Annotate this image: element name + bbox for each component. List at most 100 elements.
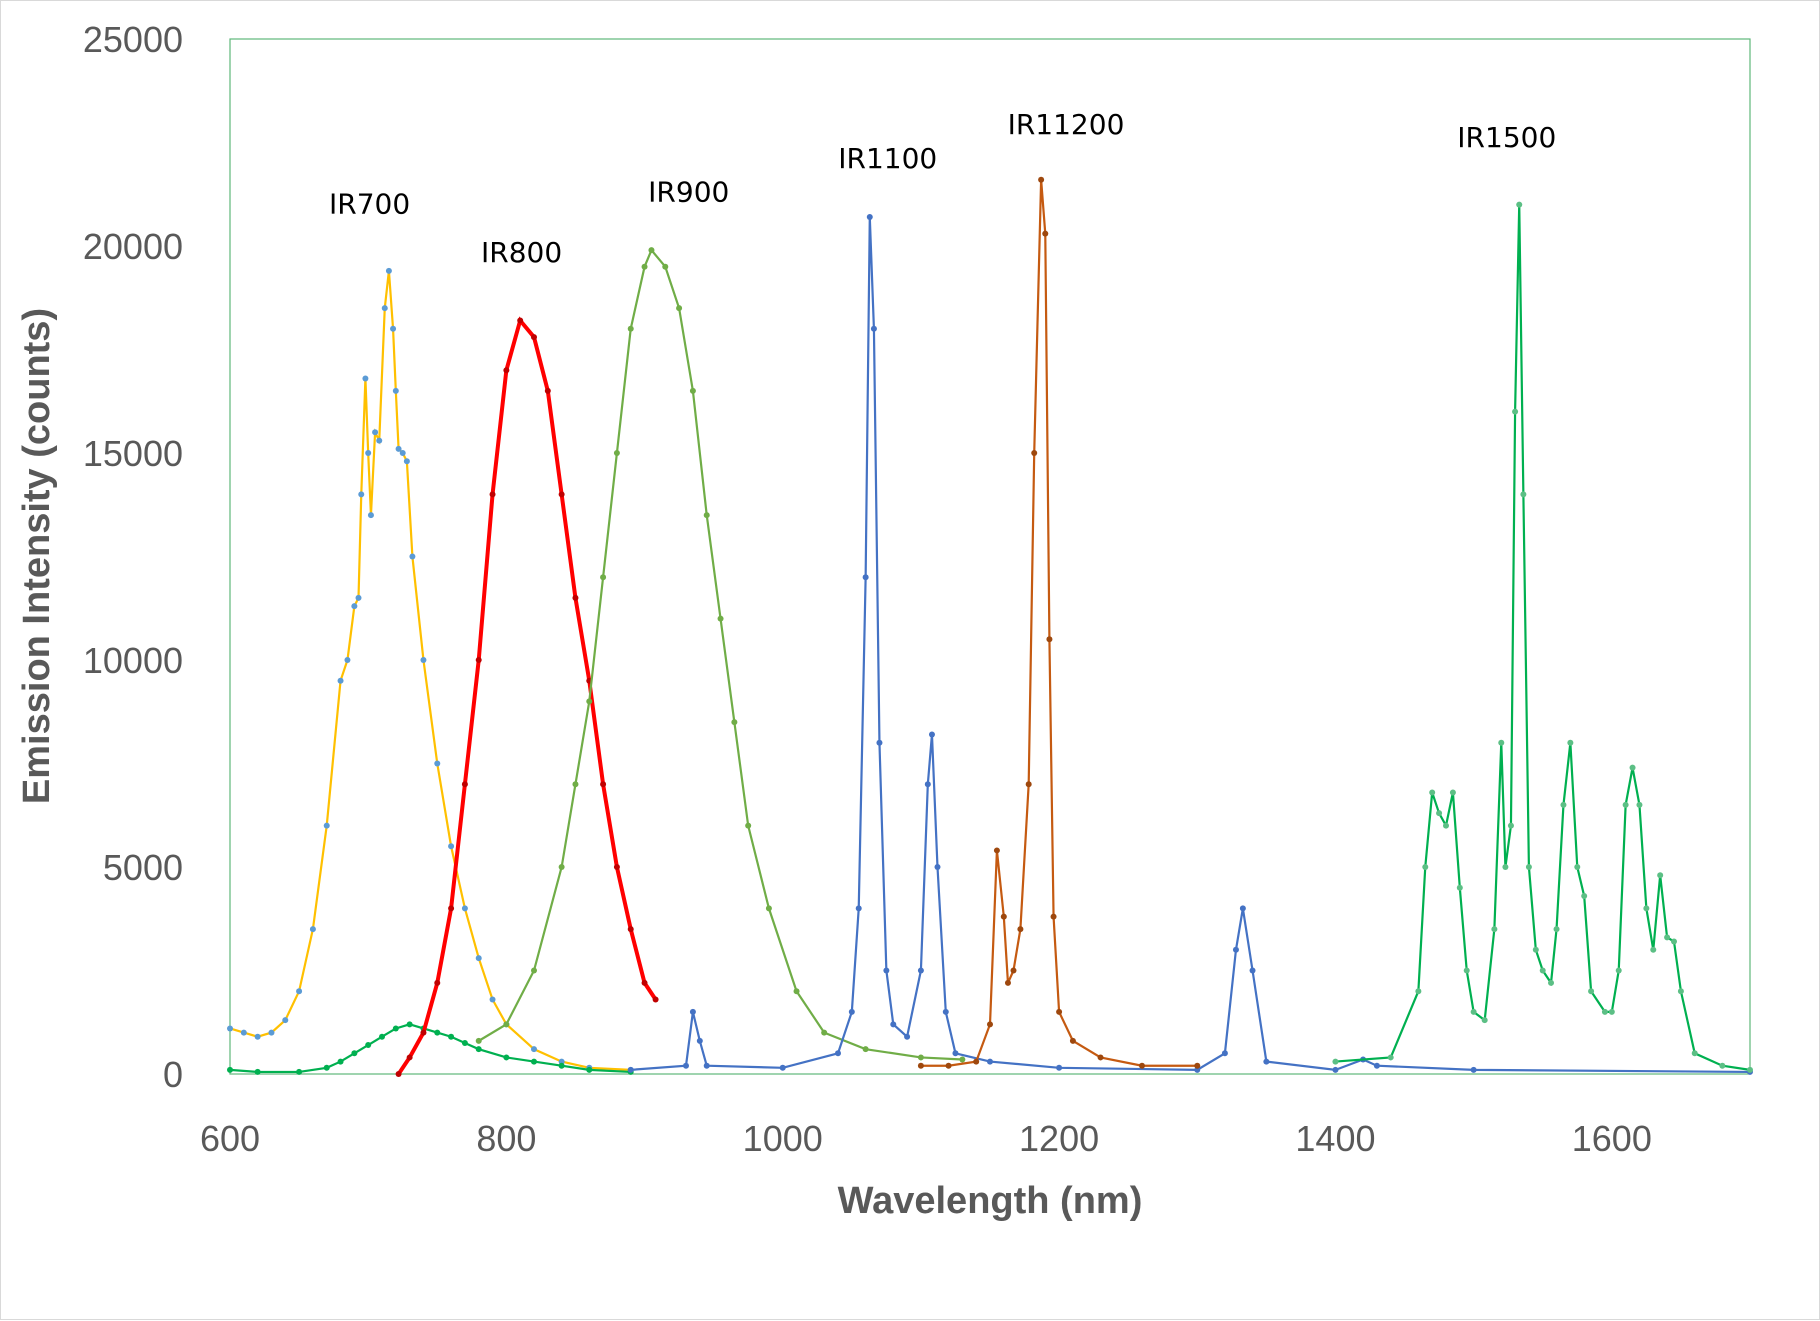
data-point xyxy=(282,1017,289,1024)
data-point xyxy=(1481,1017,1488,1024)
data-point xyxy=(531,1058,537,1065)
data-point xyxy=(586,698,593,705)
series-line xyxy=(478,248,963,1061)
data-point xyxy=(355,594,362,601)
data-point xyxy=(1553,926,1560,933)
series-line xyxy=(229,1023,631,1074)
data-point xyxy=(1232,946,1239,953)
data-point xyxy=(848,1008,855,1015)
x-axis-title: Wavelength (nm) xyxy=(838,1180,1143,1222)
data-point xyxy=(934,864,941,870)
data-point xyxy=(876,739,883,746)
data-point xyxy=(503,1021,510,1028)
data-point xyxy=(376,437,383,444)
data-point xyxy=(1194,1066,1201,1073)
data-point xyxy=(296,988,303,995)
data-point xyxy=(385,267,392,274)
data-point xyxy=(793,988,800,995)
data-point xyxy=(641,979,648,986)
data-point xyxy=(866,214,873,221)
data-point xyxy=(1470,1008,1477,1015)
series-2 xyxy=(395,316,659,1077)
data-point xyxy=(1056,1064,1063,1071)
data-point xyxy=(1650,946,1657,953)
data-point xyxy=(351,1050,358,1057)
data-point xyxy=(745,822,752,829)
data-point xyxy=(503,1054,510,1061)
data-point xyxy=(1520,491,1527,498)
y-tick-label: 25000 xyxy=(83,19,183,60)
data-point xyxy=(1539,967,1546,974)
data-point xyxy=(689,387,696,394)
data-point xyxy=(420,1029,427,1036)
data-point xyxy=(600,781,607,788)
data-point xyxy=(689,1008,696,1015)
data-point xyxy=(531,334,537,341)
x-tick-label: 800 xyxy=(476,1118,536,1159)
y-tick-label: 15000 xyxy=(83,433,183,474)
data-point xyxy=(475,1046,482,1053)
data-point xyxy=(1025,781,1032,788)
data-point xyxy=(448,905,455,912)
data-point xyxy=(1249,967,1256,974)
series-line xyxy=(396,316,658,1076)
data-point xyxy=(586,1066,593,1073)
data-point xyxy=(362,375,369,382)
peak-label: IR1100 xyxy=(838,142,937,175)
y-tick-label: 5000 xyxy=(103,847,183,888)
data-point xyxy=(381,305,388,312)
data-point xyxy=(1601,1008,1608,1015)
data-point xyxy=(648,247,655,254)
x-tick-label: 1000 xyxy=(743,1118,823,1159)
data-point xyxy=(395,445,402,452)
y-tick-label: 10000 xyxy=(83,640,183,681)
data-point xyxy=(959,1056,966,1063)
data-point xyxy=(928,731,935,738)
data-point xyxy=(392,1025,399,1032)
data-point xyxy=(240,1029,247,1036)
series-5 xyxy=(917,176,1201,1069)
data-point xyxy=(254,1068,261,1075)
data-point xyxy=(1636,801,1643,808)
data-point xyxy=(1194,1062,1201,1069)
series-1 xyxy=(227,1021,634,1075)
data-point xyxy=(883,967,890,974)
data-point xyxy=(420,657,427,663)
y-axis-title: Emission Intensity (counts) xyxy=(16,308,58,804)
data-point xyxy=(1415,988,1422,995)
data-point xyxy=(1608,1008,1615,1015)
data-point xyxy=(434,760,441,767)
data-point xyxy=(367,512,374,519)
data-point xyxy=(952,1050,959,1057)
data-point xyxy=(855,905,862,912)
data-point xyxy=(862,574,869,581)
data-point xyxy=(1056,1008,1063,1015)
data-point xyxy=(309,926,316,933)
data-point xyxy=(268,1029,275,1036)
data-point xyxy=(924,781,931,788)
data-point xyxy=(1463,967,1470,974)
peak-label: IR1500 xyxy=(1457,121,1556,154)
data-point xyxy=(1239,905,1246,912)
data-point xyxy=(1017,926,1024,933)
series-4 xyxy=(627,214,1753,1075)
data-point xyxy=(558,491,565,498)
data-point xyxy=(1512,408,1519,415)
data-point xyxy=(558,1058,565,1065)
data-point xyxy=(1097,1054,1104,1061)
data-point xyxy=(717,615,724,622)
data-point xyxy=(434,979,441,986)
y-tick-label: 20000 xyxy=(83,226,183,267)
data-point xyxy=(448,1033,455,1040)
data-point xyxy=(558,864,565,870)
data-point xyxy=(1263,1058,1270,1065)
data-point xyxy=(641,263,648,270)
data-point xyxy=(1525,864,1532,870)
data-point xyxy=(1449,789,1456,796)
data-point xyxy=(627,1066,634,1073)
data-point xyxy=(337,1058,344,1065)
data-point xyxy=(1443,822,1449,829)
data-point xyxy=(1502,864,1509,870)
data-point xyxy=(1747,1066,1753,1073)
